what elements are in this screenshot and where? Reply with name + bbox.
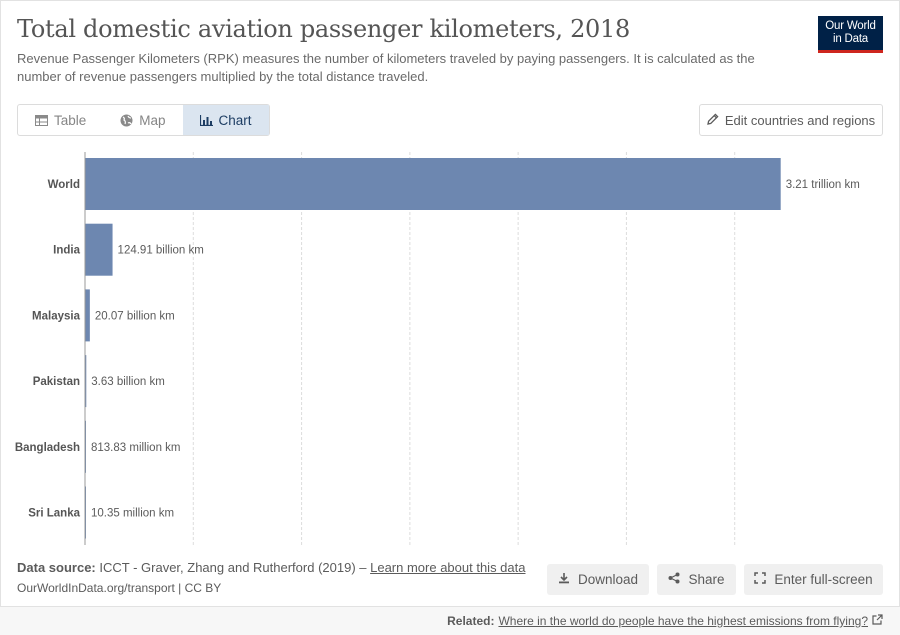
bar[interactable] [86,289,90,341]
download-label: Download [578,572,638,587]
chart-title: Total domestic aviation passenger kilome… [17,15,630,43]
bar[interactable] [86,355,87,407]
expand-icon [754,572,766,587]
owid-logo[interactable]: Our World in Data [818,16,883,53]
value-label: 10.35 million km [91,508,174,520]
value-label: 813.83 million km [91,442,180,454]
share-label: Share [688,572,724,587]
download-icon [558,572,570,587]
category-label: Malaysia [32,310,81,322]
bar[interactable] [86,421,87,473]
related-link[interactable]: Where in the world do people have the hi… [498,614,868,628]
value-label: 20.07 billion km [95,310,175,322]
tab-map[interactable]: Map [103,105,182,135]
data-source-label: Data source: [17,560,96,575]
chart-icon [200,115,213,126]
related-content: Related: Where in the world do people ha… [447,614,883,628]
category-label: Pakistan [33,376,80,388]
chart-subtitle: Revenue Passenger Kilometers (RPK) measu… [17,50,777,86]
tab-map-label: Map [139,113,165,128]
tab-table[interactable]: Table [18,105,103,135]
value-label: 3.21 trillion km [786,179,860,191]
table-icon [35,115,48,126]
bar[interactable] [86,158,781,210]
external-link-icon [872,614,883,628]
category-label: India [53,245,80,257]
edit-countries-button[interactable]: Edit countries and regions [699,104,883,136]
tab-chart-label: Chart [219,113,252,128]
related-label: Related: [447,614,494,628]
tab-chart[interactable]: Chart [183,105,269,135]
bar[interactable] [86,487,87,539]
tab-table-label: Table [54,113,86,128]
category-label: World [48,179,80,191]
share-icon [668,572,680,587]
data-source-text: ICCT - Graver, Zhang and Rutherford (201… [99,560,370,575]
fullscreen-button[interactable]: Enter full-screen [744,564,883,595]
bar-chart: World 3.21 trillion km India 124.91 billion… [0,150,900,550]
source-url[interactable]: OurWorldInData.org/transport | CC BY [17,581,221,595]
value-label: 3.63 billion km [91,376,165,388]
edit-countries-label: Edit countries and regions [725,113,875,128]
category-label: Sri Lanka [28,508,80,520]
logo-line-2: in Data [818,33,883,46]
data-source: Data source: ICCT - Graver, Zhang and Ru… [17,560,526,575]
category-label: Bangladesh [15,442,80,454]
view-tabs: Table Map Chart [17,104,270,136]
share-button[interactable]: Share [657,564,736,595]
learn-more-link[interactable]: Learn more about this data [370,560,525,575]
value-label: 124.91 billion km [118,245,204,257]
pencil-icon [707,113,719,128]
related-bar: Related: Where in the world do people ha… [0,606,900,635]
fullscreen-label: Enter full-screen [774,572,872,587]
download-button[interactable]: Download [547,564,649,595]
logo-line-1: Our World [818,20,883,33]
chart-grid [193,152,734,545]
bar[interactable] [86,224,113,276]
chart-bars: World 3.21 trillion km India 124.91 billion… [15,158,860,539]
globe-icon [120,114,133,127]
